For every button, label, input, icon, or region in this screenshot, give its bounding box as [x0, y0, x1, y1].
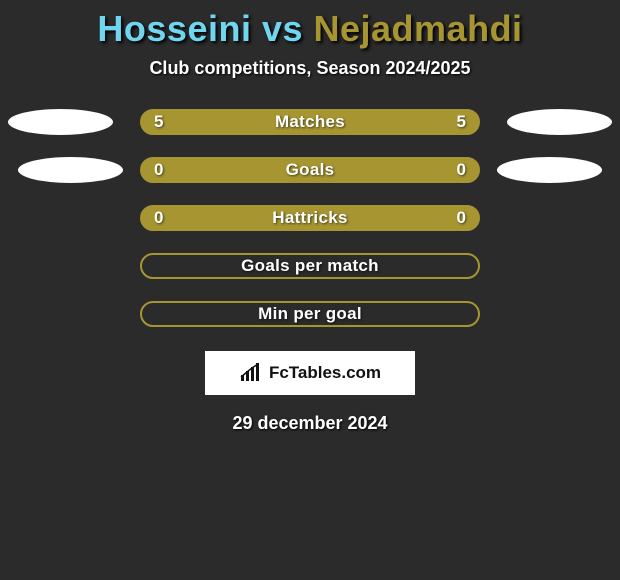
stat-pill: Goals per match	[140, 253, 480, 279]
page-title: Hosseini vs Nejadmahdi	[97, 8, 522, 50]
stat-pill: 0 Goals 0	[140, 157, 480, 183]
stat-row: 5 Matches 5	[0, 109, 620, 135]
stat-pill: 5 Matches 5	[140, 109, 480, 135]
stat-row: 0 Hattricks 0	[0, 205, 620, 231]
stat-value-left: 0	[154, 160, 163, 180]
stat-label: Goals	[286, 160, 335, 180]
stat-rows: 5 Matches 5 0 Goals 0 0 Hattricks 0 Goals per mat…	[0, 109, 620, 327]
stat-pill: 0 Hattricks 0	[140, 205, 480, 231]
date-label: 29 december 2024	[232, 413, 387, 434]
stat-label: Matches	[275, 112, 345, 132]
title-player2: Nejadmahdi	[314, 8, 523, 49]
subtitle: Club competitions, Season 2024/2025	[149, 58, 470, 79]
chart-icon	[239, 363, 263, 383]
ellipse-left	[18, 157, 123, 183]
source-badge: FcTables.com	[205, 351, 415, 395]
badge-text: FcTables.com	[269, 363, 381, 383]
title-vs: vs	[251, 8, 313, 49]
comparison-infographic: Hosseini vs Nejadmahdi Club competitions…	[0, 0, 620, 580]
stat-label: Goals per match	[241, 256, 379, 276]
stat-label: Min per goal	[258, 304, 362, 324]
stat-value-right: 5	[457, 112, 466, 132]
stat-value-right: 0	[457, 208, 466, 228]
ellipse-right	[497, 157, 602, 183]
title-player1: Hosseini	[97, 8, 251, 49]
stat-row: 0 Goals 0	[0, 157, 620, 183]
stat-row: Min per goal	[0, 301, 620, 327]
stat-pill: Min per goal	[140, 301, 480, 327]
stat-row: Goals per match	[0, 253, 620, 279]
stat-value-left: 5	[154, 112, 163, 132]
stat-label: Hattricks	[272, 208, 347, 228]
stat-value-right: 0	[457, 160, 466, 180]
ellipse-left	[8, 109, 113, 135]
ellipse-right	[507, 109, 612, 135]
stat-value-left: 0	[154, 208, 163, 228]
